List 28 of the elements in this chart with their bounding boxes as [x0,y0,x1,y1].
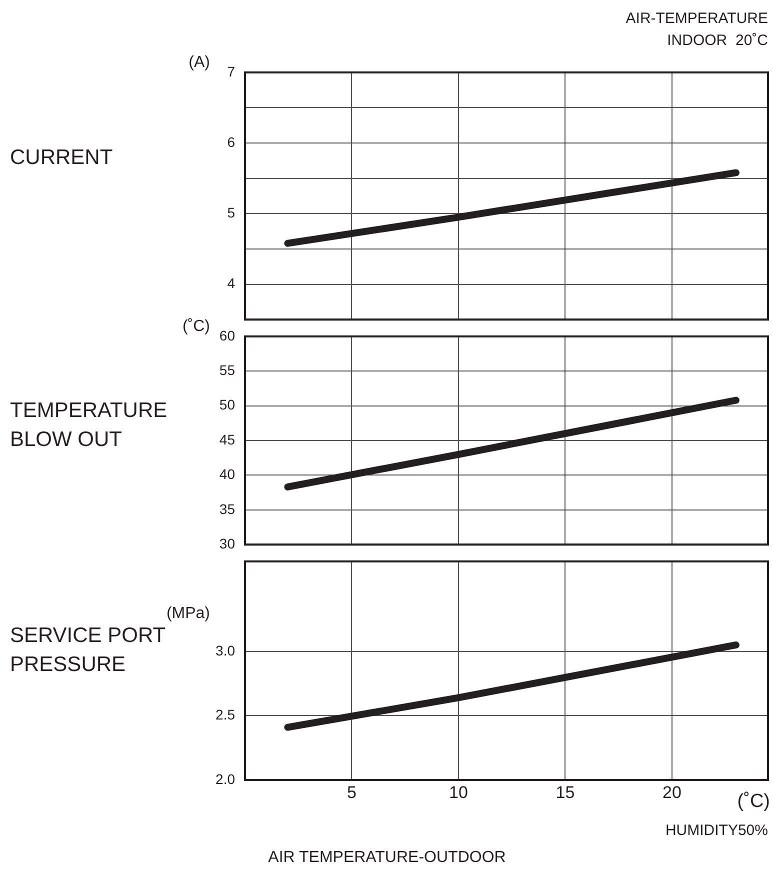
y-tick-label: 6 [227,134,236,150]
y-tick-label: 2.5 [216,706,236,723]
text: (˚C) [181,318,210,336]
x-axis-title: AIR TEMPERATURE-OUTDOOR [267,849,507,867]
y-tick-label: 40 [219,466,236,482]
text: (A) [188,54,210,72]
text: AIR-TEMPERATURE INDOOR 20˚C [626,9,768,51]
y-tick-label: 60 [219,327,236,344]
y-axis-title: SERVICE PORT PRESSURE [10,623,166,678]
y-tick-label: 2.0 [216,770,236,787]
y-tick-label: 3.0 [216,642,236,658]
y-tick-label: 7 [227,63,236,80]
y-axis-title: CURRENT [10,145,114,172]
y-tick-label: 5 [227,204,236,221]
x-tick-label: 20 [662,782,682,802]
text: (˚C) [737,791,770,813]
y-tick-label: 50 [219,396,236,413]
y-tick-label: 4 [227,275,236,292]
y-tick-label: 30 [219,535,236,552]
text: HUMIDITY50% [665,821,768,841]
y-tick-label: 55 [219,362,236,378]
text: (MPa) [165,605,210,623]
x-tick-label: 5 [347,782,356,802]
y-axis-title: TEMPERATURE BLOW OUT [10,398,168,452]
x-tick-label: 10 [449,782,468,802]
y-tick-label: 45 [219,431,236,448]
y-tick-label: 35 [219,500,236,517]
x-tick-label: 15 [556,782,575,802]
